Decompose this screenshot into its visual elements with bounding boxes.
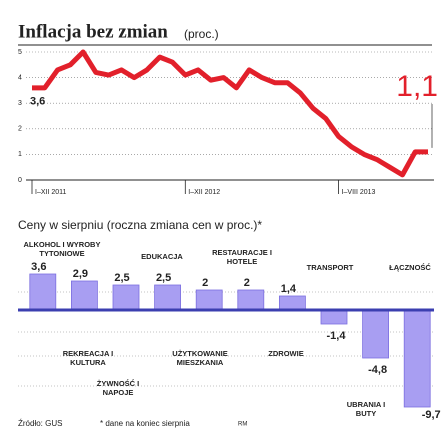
bar-title: Ceny w sierpniu (roczna zmiana cen w pro… bbox=[18, 218, 262, 232]
value-label: 2,9 bbox=[73, 268, 88, 280]
x-tick-label: I–VIII 2013 bbox=[342, 189, 376, 196]
y-tick-label: 3 bbox=[18, 100, 22, 107]
value-label: 2,5 bbox=[156, 272, 171, 284]
x-tick-label: I–XII 2012 bbox=[188, 189, 220, 196]
note: * dane na koniec sierpnia bbox=[100, 419, 190, 428]
bar bbox=[403, 309, 431, 408]
y-tick-label: 5 bbox=[18, 49, 22, 56]
bar bbox=[195, 289, 223, 311]
x-tick-label: I–XII 2011 bbox=[35, 189, 67, 196]
category-label: ZDROWIE bbox=[268, 349, 304, 358]
value-label: -1,4 bbox=[327, 330, 347, 342]
bar bbox=[362, 309, 390, 359]
source: Źródło: GUS bbox=[18, 419, 62, 428]
value-label: 1,4 bbox=[281, 283, 297, 295]
category-label: EDUKACJA bbox=[141, 252, 183, 261]
bar bbox=[320, 309, 348, 325]
chart-subtitle: (proc.) bbox=[184, 27, 219, 41]
value-label: 2 bbox=[244, 277, 250, 289]
value-label: -9,7 bbox=[422, 409, 441, 421]
value-label: 3,6 bbox=[31, 261, 46, 273]
bar bbox=[237, 289, 265, 311]
category-label: UŻYTKOWANIE MIESZKANIA bbox=[172, 349, 228, 367]
chart-title: Inflacja bez zmian bbox=[18, 21, 168, 42]
bar bbox=[112, 284, 140, 311]
bar bbox=[154, 284, 182, 311]
credit: RM bbox=[238, 422, 247, 428]
value-label: -4,8 bbox=[368, 364, 387, 376]
category-label: TRANSPORT bbox=[306, 263, 354, 272]
y-tick-label: 0 bbox=[18, 177, 22, 184]
category-label: RESTAURACJE I HOTELE bbox=[212, 248, 272, 266]
category-label: ALKOHOL I WYROBY TYTONIOWE bbox=[23, 240, 101, 258]
category-label: REKREACJA I KULTURA bbox=[62, 349, 114, 367]
y-tick-label: 1 bbox=[18, 151, 22, 158]
y-tick-label: 2 bbox=[18, 126, 22, 133]
category-label: ŻYWNOŚĆ I NAPOJE bbox=[96, 379, 140, 397]
value-label: 3,6 bbox=[30, 96, 45, 108]
line bbox=[32, 49, 428, 178]
bar bbox=[29, 273, 57, 311]
value-label: 1,1 bbox=[396, 70, 438, 103]
y-tick-label: 4 bbox=[18, 74, 22, 81]
value-label: 2,5 bbox=[114, 272, 129, 284]
category-label: UBRANIA I BUTY bbox=[346, 400, 386, 418]
value-label: 2 bbox=[202, 277, 208, 289]
bar bbox=[278, 295, 306, 311]
category-label: ŁĄCZNOŚĆ bbox=[389, 263, 431, 272]
bar bbox=[71, 280, 98, 311]
